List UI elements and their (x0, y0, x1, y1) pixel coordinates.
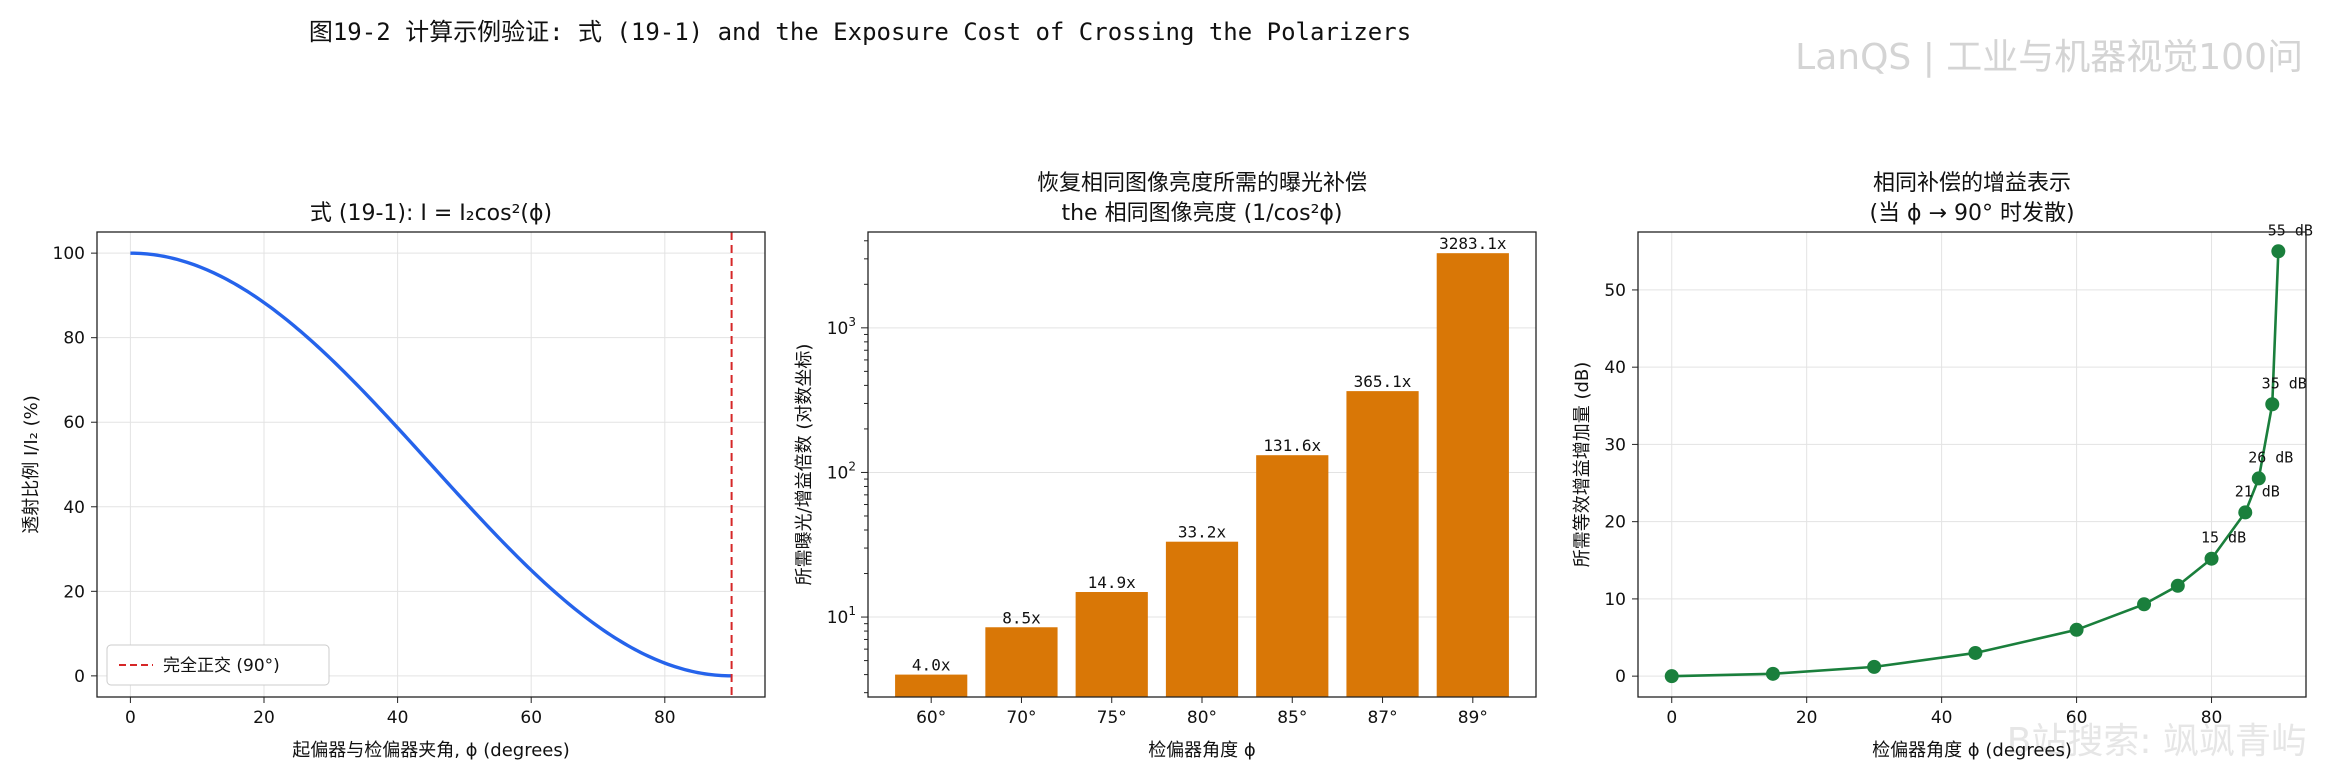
y-tick-label: 10 (1604, 590, 1626, 610)
y-tick-exponent: 2 (848, 459, 856, 473)
x-tick-label: 60 (2066, 708, 2088, 728)
gain-line (1671, 251, 2280, 678)
y-tick-label: 103 (827, 315, 856, 339)
x-tick-label: 40 (387, 708, 409, 728)
bar (895, 674, 968, 697)
gain-annotation: 21 dB (2235, 482, 2280, 500)
x-tick-label: 60 (520, 708, 542, 728)
bar-data-label: 3283.1x (1439, 234, 1507, 253)
y-tick-base: 10 (827, 608, 849, 628)
chart-title-line-1: 恢复相同图像亮度所需的曝光补偿 (1037, 171, 1367, 196)
y-tick-label: 100 (53, 244, 85, 264)
x-tick-label: 89° (1458, 708, 1488, 728)
plot-area-3 (1637, 231, 2307, 698)
x-tick-label: 80° (1187, 708, 1217, 728)
plot-area-2 (867, 231, 1537, 698)
legend: 完全正交 (90°) (106, 644, 330, 686)
y-tick-base: 10 (827, 463, 849, 483)
gain-annotation: 15 dB (2201, 529, 2246, 547)
x-tick-label: 75° (1097, 708, 1127, 728)
y-tick-base: 10 (827, 319, 849, 339)
bar-data-label: 8.5x (1002, 608, 1041, 627)
y-tick-exponent: 3 (848, 315, 856, 329)
bar-data-label: 33.2x (1178, 523, 1227, 542)
x-tick-label: 0 (125, 708, 136, 728)
bar-data-label: 4.0x (912, 656, 951, 675)
y-tick-label: 40 (1604, 358, 1626, 378)
chart-1: 0 20 40 60 80 0 20 40 60 80 100 完全正交 (90°) 式 (19-1):… (21, 201, 765, 761)
x-tick-label: 40 (1931, 708, 1953, 728)
x-tick-label: 87° (1367, 708, 1397, 728)
x-tick-label: 80 (654, 708, 676, 728)
gain-point (1664, 669, 1679, 684)
chart-2: 1011021034.0x60°8.5x70°14.9x75°33.2x80°1… (794, 171, 1536, 761)
chart-title-line-1: 相同补偿的增益表示 (1873, 171, 2071, 196)
chart-title-line-2: (当 ϕ → 90° 时发散) (1869, 201, 2074, 226)
y-tick-label: 60 (63, 413, 85, 433)
y-tick-exponent: 1 (848, 604, 856, 618)
gain-point (2170, 578, 2185, 593)
x-axis-label: 起偏器与检偏器夹角, ϕ (degrees) (292, 740, 570, 761)
gain-point (1968, 645, 1983, 660)
y-axis-label: 所需等效增益增加量 (dB) (1572, 362, 1593, 568)
gain-point (1765, 666, 1780, 681)
gain-point (2265, 397, 2280, 412)
transmission-curve (130, 251, 732, 678)
gain-annotation: 35 dB (2262, 374, 2307, 392)
x-tick-label: 20 (253, 708, 275, 728)
y-tick-label: 101 (827, 604, 856, 628)
chart-title-line-2: the 相同图像亮度 (1/cos²ϕ) (1061, 201, 1342, 226)
chart-title: 式 (19-1): I = I₂cos²(ϕ) (310, 201, 552, 226)
watermark-top: LanQS | 工业与机器视觉100问 (1795, 37, 2303, 78)
gain-point (2204, 551, 2219, 566)
bar-data-label: 365.1x (1354, 372, 1412, 391)
y-tick-label: 0 (1615, 667, 1626, 687)
bar (1256, 455, 1329, 697)
bar (1165, 541, 1239, 697)
x-tick-label: 80 (2201, 708, 2223, 728)
figure-title: 图19-2 计算示例验证: 式 (19-1) and the Exposure … (308, 18, 1412, 46)
y-tick-label: 20 (1604, 513, 1626, 533)
y-tick-label: 0 (74, 667, 85, 687)
y-tick-label: 20 (63, 582, 85, 602)
bar-data-label: 131.6x (1263, 436, 1321, 455)
gain-point (2251, 471, 2266, 486)
y-tick-label: 102 (827, 459, 856, 483)
y-axis-label: 所需曝光/增益倍数 (对数坐标) (794, 344, 815, 586)
gain-annotation: 55 dB (2268, 221, 2313, 239)
x-tick-label: 0 (1666, 708, 1677, 728)
x-axis-label: 检偏器角度 ϕ (degrees) (1872, 740, 2072, 761)
gain-point (2238, 505, 2253, 520)
plot-area-1 (96, 231, 766, 698)
y-axis-label: 透射比例 I/I₂ (%) (21, 395, 42, 534)
legend-label: 完全正交 (90°) (163, 656, 280, 676)
y-tick-label: 80 (63, 329, 85, 349)
gain-point (1867, 659, 1882, 674)
x-axis-label: 检偏器角度 ϕ (1148, 740, 1256, 761)
y-tick-label: 50 (1604, 281, 1626, 301)
gain-point (2271, 244, 2286, 259)
bar (1346, 391, 1419, 697)
x-tick-label: 20 (1796, 708, 1818, 728)
bar (1075, 592, 1148, 697)
x-tick-label: 60° (916, 708, 946, 728)
watermark-bottom: B站搜索: 飒飒青屿 (2006, 721, 2307, 762)
chart-3: 0 20 40 60 80 0 10 20 30 40 50 15 dB 21 dB 26 dB 35 dB… (1572, 171, 2313, 761)
gain-point (2137, 597, 2152, 612)
legend-box (106, 644, 330, 686)
bar (1436, 253, 1509, 697)
gain-annotation: 26 dB (2248, 448, 2293, 466)
bar-data-label: 14.9x (1088, 573, 1137, 592)
x-tick-label: 85° (1277, 708, 1307, 728)
gain-point (2069, 622, 2084, 637)
x-tick-label: 70° (1006, 708, 1036, 728)
y-tick-label: 30 (1604, 435, 1626, 455)
bar (985, 627, 1058, 697)
y-tick-label: 40 (63, 498, 85, 518)
